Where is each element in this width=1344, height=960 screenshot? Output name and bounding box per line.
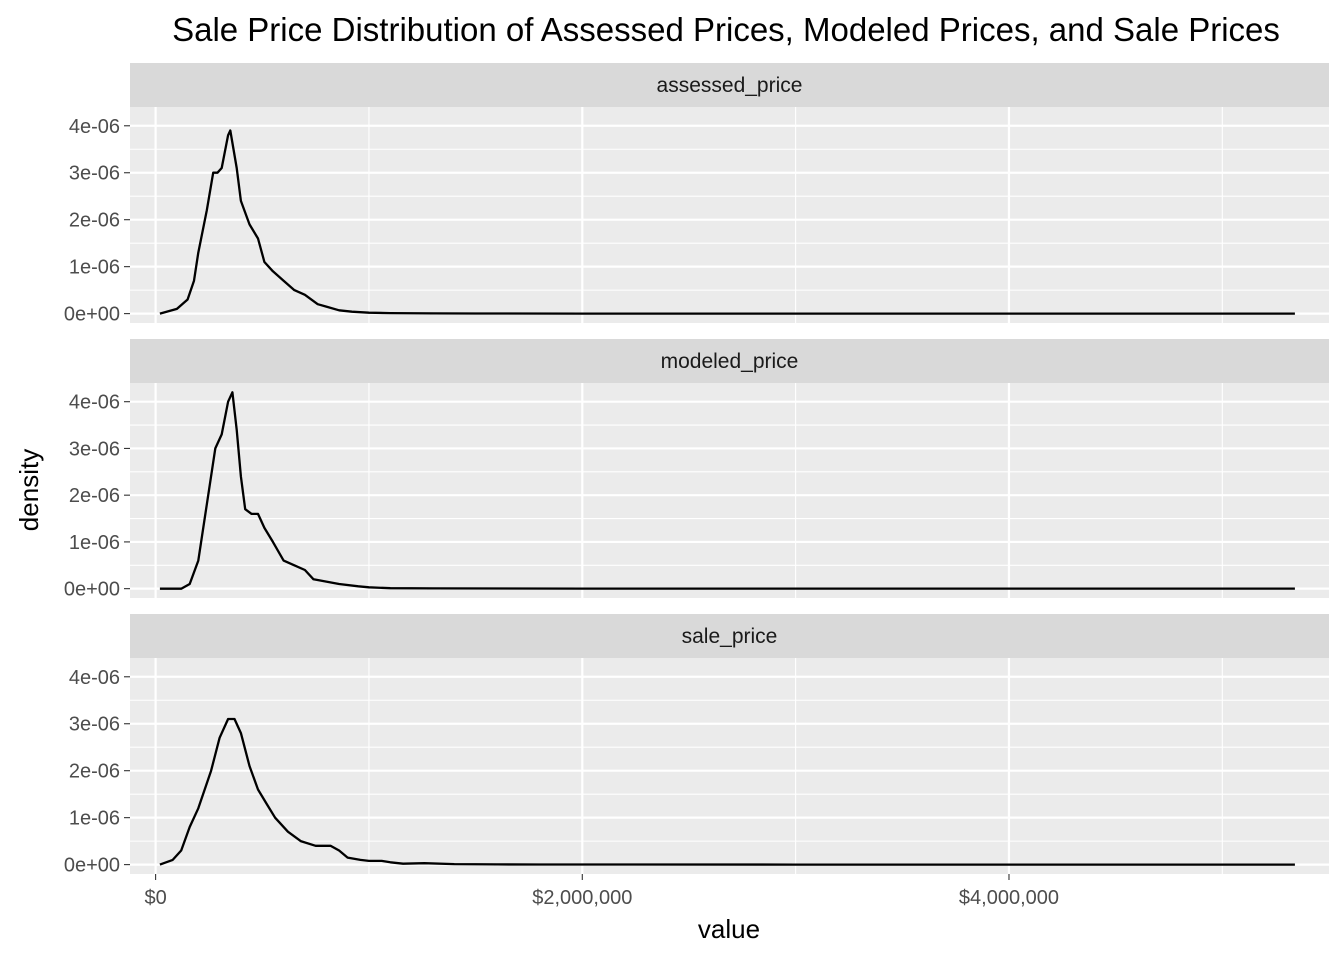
facet-strip <box>130 339 1329 383</box>
density-line-assessed_price <box>159 129 1295 315</box>
y-tick-label: 2e-06 <box>69 485 120 507</box>
y-tick-label: 4e-06 <box>69 667 120 689</box>
y-tick-label: 1e-06 <box>69 808 120 830</box>
panel-modeled_price: modeled_price 0e+00 1e-06 2e-06 3e-06 4e-06 <box>64 339 1329 601</box>
facet-strip-label: assessed_price <box>657 74 803 97</box>
facet-strip <box>130 63 1329 107</box>
y-tick-label: 2e-06 <box>69 210 120 232</box>
y-tick-label: 2e-06 <box>69 761 120 783</box>
y-tick-label: 0e+00 <box>64 579 120 601</box>
facet-panels: assessed_price0e+001e-062e-063e-064e-06m… <box>64 63 1329 877</box>
density-line-modeled_price <box>159 391 1295 590</box>
y-tick-label: 4e-06 <box>69 116 120 138</box>
x-axis: $0 $2,000,000 $4,000,000 <box>144 874 1059 909</box>
x-tick-label: $0 <box>144 887 166 909</box>
facet-strip-label: sale_price <box>682 625 778 648</box>
y-tick-label: 3e-06 <box>69 714 120 736</box>
x-axis-title: value <box>698 914 760 944</box>
y-tick-label: 0e+00 <box>64 855 120 877</box>
y-axis-title: density <box>14 449 44 531</box>
facet-strip-label: modeled_price <box>661 350 799 373</box>
panel-assessed_price: assessed_price 0e+00 1e-06 2e-06 3e-06 4e-06 <box>64 63 1329 326</box>
y-tick-label: 3e-06 <box>69 163 120 185</box>
y-tick-label: 0e+00 <box>64 304 120 326</box>
density-line-sale_price <box>159 717 1295 866</box>
y-tick-label: 4e-06 <box>69 392 120 414</box>
x-tick-label: $4,000,000 <box>959 887 1059 909</box>
panel-sale_price: sale_price 0e+00 1e-06 2e-06 3e-06 4e-06 <box>64 614 1329 877</box>
y-tick-label: 1e-06 <box>69 532 120 554</box>
facet-strip <box>130 614 1329 658</box>
chart-title: Sale Price Distribution of Assessed Pric… <box>172 11 1280 48</box>
panel-background <box>130 383 1329 598</box>
x-tick-label: $2,000,000 <box>532 887 632 909</box>
y-tick-label: 3e-06 <box>69 438 120 460</box>
panel-background <box>130 658 1329 874</box>
panel-background <box>130 107 1329 323</box>
y-tick-label: 1e-06 <box>69 257 120 279</box>
